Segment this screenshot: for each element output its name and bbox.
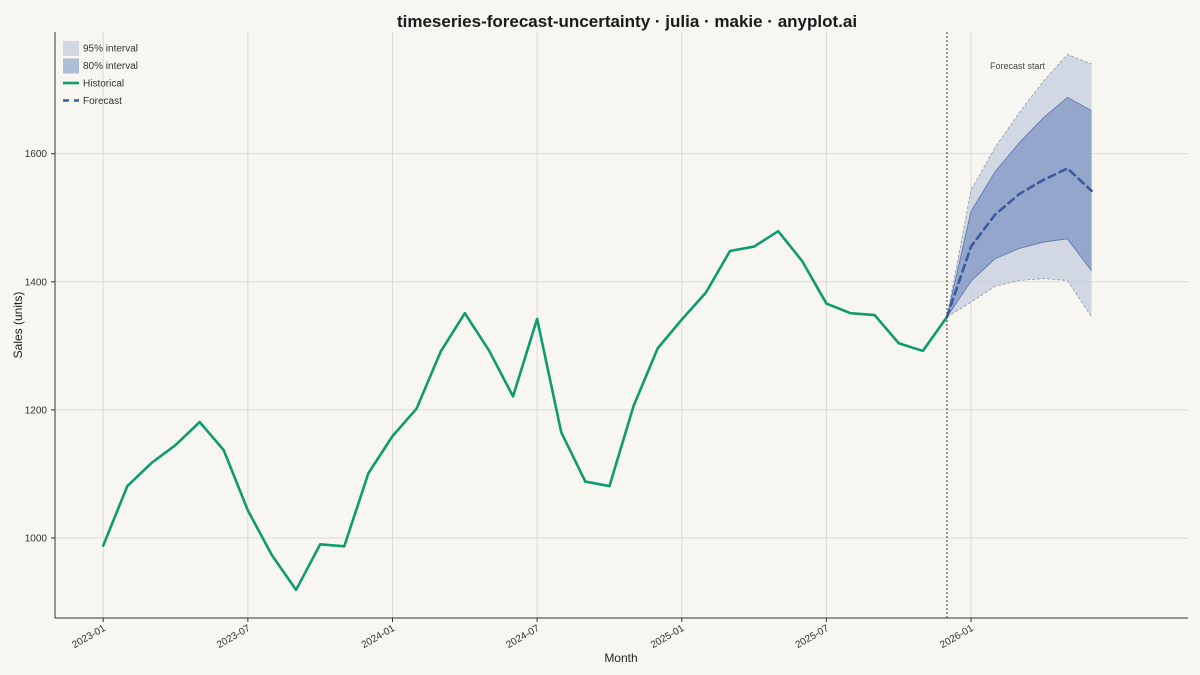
legend-label: Historical — [83, 79, 124, 90]
legend-label: 95% interval — [83, 44, 138, 55]
x-axis-label: Month — [604, 651, 637, 665]
legend-item: 95% interval — [63, 41, 138, 56]
legend-swatch — [63, 58, 79, 74]
legend-label: 80% interval — [83, 61, 138, 72]
legend-label: Forecast — [83, 96, 122, 107]
legend-swatch — [63, 41, 79, 56]
legend-item: Forecast — [63, 96, 122, 107]
line-layer — [101, 32, 1093, 618]
y-tick-label: 1400 — [25, 277, 48, 288]
y-tick-label: 1000 — [25, 533, 48, 544]
band-80-lower-edge — [946, 238, 1092, 318]
legend-item: 80% interval — [63, 58, 138, 74]
y-tick-label: 1600 — [25, 149, 48, 160]
y-axis-label: Sales (units) — [11, 292, 25, 359]
band-80-layer — [946, 96, 1092, 318]
legend-item: Historical — [63, 79, 124, 90]
band-80-area — [946, 97, 1092, 317]
forecast-line — [945, 166, 1093, 319]
band-80-upper-edge — [946, 96, 1092, 318]
legend: 95% interval 80% interval Historical Foreca… — [63, 41, 138, 107]
band-95-lower-edge — [946, 278, 1092, 318]
forecast-start-label: Forecast start — [990, 61, 1046, 71]
grid-layer — [55, 32, 1188, 618]
historical-line — [101, 229, 949, 592]
band-95-upper-edge — [946, 53, 1092, 318]
y-tick-label: 1200 — [25, 405, 48, 416]
chart-title: timeseries-forecast-uncertainty · julia … — [397, 12, 857, 31]
